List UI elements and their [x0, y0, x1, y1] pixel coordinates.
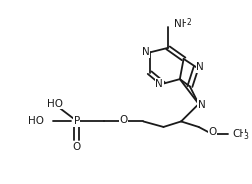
Text: 3: 3 — [243, 132, 248, 141]
Text: P: P — [74, 116, 80, 126]
Text: CH: CH — [233, 129, 248, 139]
Text: O: O — [73, 142, 81, 152]
Text: N: N — [196, 62, 204, 72]
Text: N: N — [155, 79, 163, 89]
Text: NH: NH — [174, 19, 190, 29]
Text: HO: HO — [27, 116, 44, 126]
Text: N: N — [198, 100, 206, 110]
Text: HO: HO — [47, 99, 63, 109]
Text: O: O — [208, 128, 217, 137]
Text: O: O — [119, 115, 127, 125]
Text: N: N — [142, 47, 150, 57]
Text: 2: 2 — [186, 18, 191, 27]
